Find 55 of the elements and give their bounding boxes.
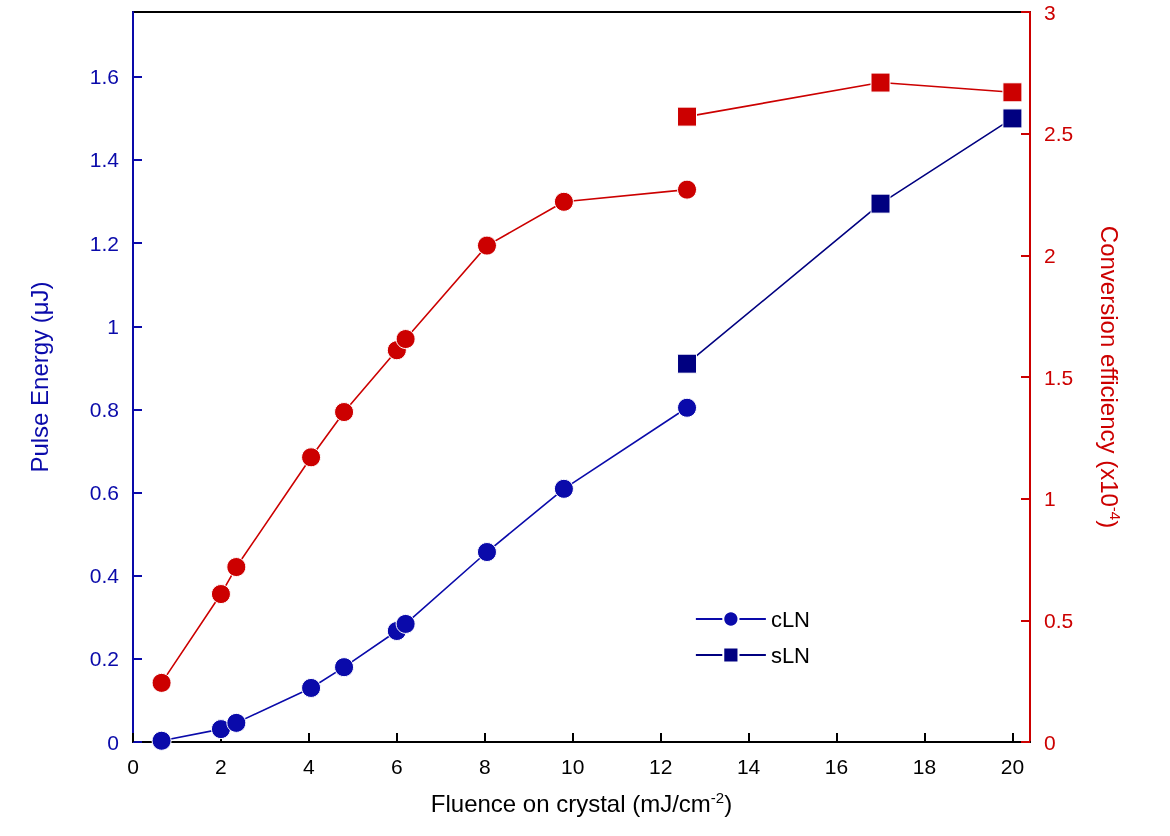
legend-label: cLN <box>770 606 810 632</box>
x-tick-label: 2 <box>215 755 227 778</box>
point <box>1002 108 1023 129</box>
point <box>151 672 172 693</box>
y2-tick-label: 0 <box>1044 730 1056 754</box>
y2-axis-title: Conversion efficiency (x10-4) <box>1096 225 1124 529</box>
point <box>395 329 416 350</box>
y2-tick-label: 2.5 <box>1044 122 1074 146</box>
x-tick-label: 10 <box>561 755 585 778</box>
y-tick-label: 0.6 <box>89 481 119 505</box>
point <box>476 235 497 256</box>
point <box>334 657 355 678</box>
y2-tick-label: 3 <box>1044 0 1056 24</box>
x-tick-label: 0 <box>127 755 139 778</box>
point <box>395 613 416 634</box>
y-tick-label: 0.8 <box>89 397 119 421</box>
point <box>301 447 322 468</box>
y-tick-label: 1.2 <box>89 231 119 255</box>
point <box>870 193 891 214</box>
x-tick-label: 18 <box>912 755 937 778</box>
point <box>210 719 231 740</box>
point <box>476 542 497 563</box>
y-tick-label: 0.4 <box>89 564 120 588</box>
x-tick-label: 12 <box>648 755 673 778</box>
y2-tick-label: 1 <box>1044 487 1056 511</box>
point <box>553 478 574 499</box>
y2-tick-label: 1.5 <box>1044 365 1074 389</box>
point <box>677 179 698 200</box>
point <box>677 397 698 418</box>
point <box>301 677 322 698</box>
y-axis-title: Pulse Energy (μJ) <box>25 281 53 473</box>
x-tick-label: 4 <box>303 755 316 778</box>
x-tick-label: 20 <box>1000 755 1025 778</box>
point <box>151 730 172 751</box>
point <box>226 712 247 733</box>
y2-tick-label: 2 <box>1044 243 1056 267</box>
y-tick-label: 0 <box>107 730 119 754</box>
y-tick-label: 0.2 <box>89 647 119 671</box>
point <box>553 191 574 212</box>
x-tick-label: 14 <box>736 755 761 778</box>
y2-tick-label: 0.5 <box>1044 608 1074 632</box>
y-tick-label: 1.4 <box>89 148 120 172</box>
x-tick-label: 16 <box>824 755 849 778</box>
point <box>870 72 891 93</box>
point <box>677 106 698 127</box>
y-tick-label: 1.6 <box>89 65 119 89</box>
legend-label: sLN <box>770 642 810 668</box>
point <box>334 402 355 423</box>
y-tick-label: 1 <box>107 314 119 338</box>
point <box>677 353 698 374</box>
x-tick-label: 8 <box>478 755 491 778</box>
x-tick-label: 6 <box>390 755 403 778</box>
point <box>226 557 247 578</box>
point <box>1002 82 1023 103</box>
point <box>210 584 231 605</box>
